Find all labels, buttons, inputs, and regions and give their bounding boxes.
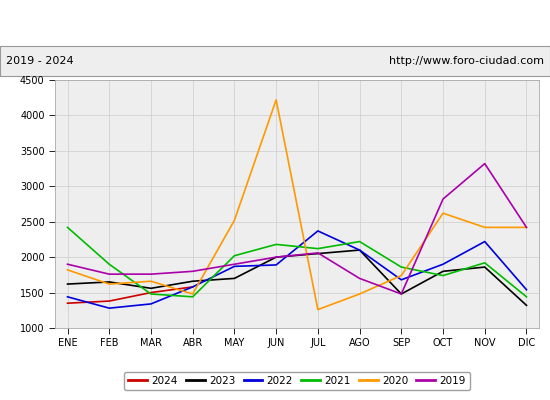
Text: 2019 - 2024: 2019 - 2024 <box>6 56 73 66</box>
Text: http://www.foro-ciudad.com: http://www.foro-ciudad.com <box>389 56 544 66</box>
Text: Evolucion Nº Turistas Nacionales en el municipio de Aramaio: Evolucion Nº Turistas Nacionales en el m… <box>73 16 477 30</box>
Legend: 2024, 2023, 2022, 2021, 2020, 2019: 2024, 2023, 2022, 2021, 2020, 2019 <box>124 372 470 390</box>
